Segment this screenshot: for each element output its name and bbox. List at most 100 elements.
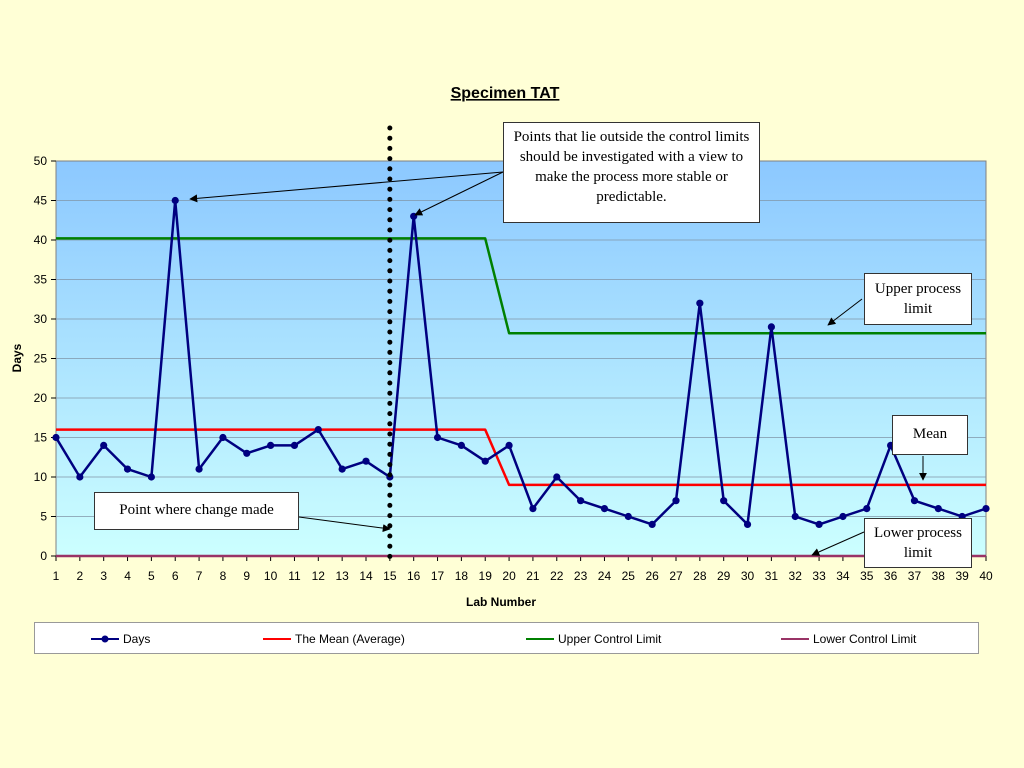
- change-line-dot: [387, 390, 393, 396]
- y-tick-label-5: 5: [40, 510, 47, 524]
- callout-mean: Mean: [892, 415, 968, 455]
- data-point-days-23: [577, 497, 585, 505]
- x-tick-label-37: 37: [908, 569, 922, 583]
- change-line-dot: [387, 186, 393, 192]
- change-line-dot: [387, 319, 393, 325]
- series-line-upper-control-limit: [56, 237, 986, 335]
- change-line-dot: [387, 472, 393, 478]
- legend-item-ucl: Upper Control Limit: [526, 631, 661, 647]
- y-tick-label-35: 35: [34, 273, 48, 287]
- change-line-dot: [387, 411, 393, 417]
- data-point-days-2: [76, 473, 84, 481]
- series-line-days: [54, 199, 987, 526]
- data-point-days-9: [243, 449, 251, 457]
- legend-item-lcl: Lower Control Limit: [781, 631, 916, 647]
- change-line-dot: [387, 227, 393, 233]
- legend-swatch-lcl: [781, 638, 809, 640]
- data-point-days-34: [839, 512, 847, 521]
- x-tick-label-31: 31: [765, 569, 779, 583]
- change-line-dot: [387, 482, 393, 488]
- arrow-to-lcl: [811, 531, 865, 556]
- change-line-dot: [387, 451, 393, 457]
- x-tick-label-8: 8: [220, 569, 227, 583]
- data-point-days-25: [624, 512, 632, 521]
- data-point-days-5: [147, 473, 155, 481]
- y-tick-label-0: 0: [40, 549, 47, 563]
- legend-swatch-days: [91, 635, 119, 643]
- x-tick-label-40: 40: [979, 569, 993, 583]
- y-axis-label: Days: [10, 343, 24, 372]
- change-line-dot: [387, 339, 393, 345]
- data-point-days-7: [195, 465, 203, 473]
- change-line-dot: [387, 258, 393, 264]
- annotation-arrows: [189, 171, 927, 556]
- x-tick-label-21: 21: [526, 569, 540, 583]
- x-tick-label-5: 5: [148, 569, 155, 583]
- data-point-days-19: [481, 457, 489, 465]
- arrow-to-outlier-16: [414, 171, 504, 216]
- y-tick-label-10: 10: [34, 470, 48, 484]
- change-line-dot: [387, 543, 393, 549]
- x-tick-label-25: 25: [622, 569, 636, 583]
- data-point-days-17: [433, 433, 442, 442]
- data-point-days-16: [410, 212, 418, 220]
- x-axis-label: Lab Number: [466, 595, 536, 609]
- callout-investigate: Points that lie outside the control limi…: [503, 122, 760, 223]
- legend-item-mean: The Mean (Average): [263, 631, 405, 647]
- change-line-dot: [387, 441, 393, 447]
- change-line-dot: [387, 268, 393, 274]
- data-point-days-27: [672, 497, 680, 505]
- x-tick-label-9: 9: [243, 569, 250, 583]
- x-tick-label-33: 33: [812, 569, 826, 583]
- x-tick-label-14: 14: [359, 569, 373, 583]
- change-line-dot: [387, 145, 393, 151]
- change-line-dot: [387, 553, 393, 559]
- x-tick-label-34: 34: [836, 569, 850, 583]
- data-point-days-29: [720, 497, 728, 505]
- x-tick-label-29: 29: [717, 569, 731, 583]
- legend-label-lcl: Lower Control Limit: [813, 632, 917, 646]
- arrow-to-outlier-6: [189, 171, 504, 203]
- x-tick-label-16: 16: [407, 569, 421, 583]
- data-point-days-6: [171, 196, 179, 205]
- change-line-dot: [387, 360, 393, 366]
- change-line-dot: [387, 217, 393, 223]
- x-tick-label-1: 1: [53, 569, 60, 583]
- x-tick-label-7: 7: [196, 569, 203, 583]
- x-tick-label-39: 39: [955, 569, 969, 583]
- x-tick-label-22: 22: [550, 569, 564, 583]
- callout-lower-process-limit: Lower process limit: [864, 518, 972, 568]
- legend-label-mean: The Mean (Average): [295, 632, 405, 646]
- legend-swatch-ucl: [526, 638, 554, 640]
- data-point-days-14: [362, 457, 370, 465]
- data-point-days-21: [529, 505, 537, 513]
- x-tick-label-11: 11: [288, 569, 301, 583]
- data-point-days-38: [934, 505, 942, 513]
- y-tick-label-25: 25: [34, 352, 48, 366]
- data-point-days-10: [267, 441, 275, 449]
- data-point-days-18: [457, 441, 465, 449]
- chart-title: Specimen TAT: [451, 85, 560, 102]
- change-line-dot: [387, 196, 393, 202]
- change-line-dot: [387, 421, 393, 427]
- change-line-dot: [387, 135, 393, 141]
- change-line-dot: [387, 492, 393, 498]
- arrow-to-ucl: [827, 298, 863, 326]
- data-point-days-32: [791, 512, 799, 521]
- data-point-days-22: [553, 473, 561, 481]
- change-line-dot: [387, 533, 393, 539]
- data-point-days-4: [123, 465, 132, 473]
- series-layer: [52, 196, 990, 558]
- change-line-dot: [387, 309, 393, 315]
- x-tick-label-35: 35: [860, 569, 874, 583]
- change-line-dot: [387, 400, 393, 406]
- x-tick-label-23: 23: [574, 569, 588, 583]
- y-tick-label-30: 30: [34, 312, 48, 326]
- change-line-dot: [387, 247, 393, 253]
- callout-change-point: Point where change made: [94, 492, 299, 530]
- x-tick-label-36: 36: [884, 569, 898, 583]
- x-tick-label-18: 18: [455, 569, 469, 583]
- change-point-dotted-line: [387, 125, 393, 559]
- x-tick-label-6: 6: [172, 569, 179, 583]
- change-line-dot: [387, 237, 393, 243]
